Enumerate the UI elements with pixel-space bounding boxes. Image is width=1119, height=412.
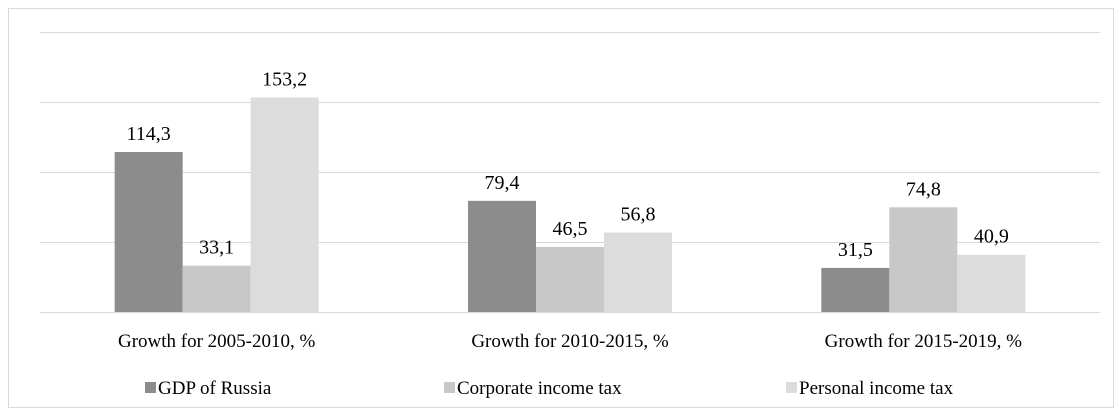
category-label: Growth for 2005-2010, %	[118, 331, 316, 352]
bar-2-1	[604, 232, 672, 312]
data-label: 153,2	[262, 69, 307, 91]
bar-1-1	[536, 246, 604, 312]
data-label-layer: 114,3 33,1 153,2 79,4 46,5 56,8 31,5 74,8 40,9	[127, 69, 1009, 261]
bar-0-1	[468, 200, 536, 312]
data-label: 56,8	[621, 203, 656, 225]
legend-label: GDP of Russia	[158, 378, 272, 399]
category-label: Growth for 2010-2015, %	[471, 331, 669, 352]
legend-swatch	[444, 382, 455, 393]
bar-layer	[114, 97, 1026, 313]
data-label: 33,1	[199, 237, 234, 259]
category-label-layer: Growth for 2005-2010, % Growth for 2010-2…	[118, 331, 1022, 352]
category-label: Growth for 2015-2019, %	[825, 331, 1023, 352]
data-label: 31,5	[838, 239, 873, 261]
legend-label: Corporate income tax	[457, 378, 622, 399]
data-label: 74,8	[906, 178, 941, 200]
legend-label: Personal income tax	[799, 378, 954, 399]
bar-2-0	[250, 97, 319, 313]
data-label: 79,4	[485, 172, 520, 194]
legend-swatch	[786, 382, 797, 393]
bar-2-2	[957, 254, 1026, 312]
data-label: 46,5	[553, 218, 588, 240]
legend: GDP of Russia Corporate income tax Persona…	[145, 378, 954, 399]
bar-1-0	[182, 265, 251, 312]
bar-0-0	[114, 151, 183, 312]
data-label: 114,3	[127, 123, 171, 145]
bar-0-2	[821, 267, 890, 312]
legend-swatch	[145, 382, 156, 393]
data-label: 40,9	[974, 226, 1009, 248]
bar-1-2	[889, 207, 958, 312]
